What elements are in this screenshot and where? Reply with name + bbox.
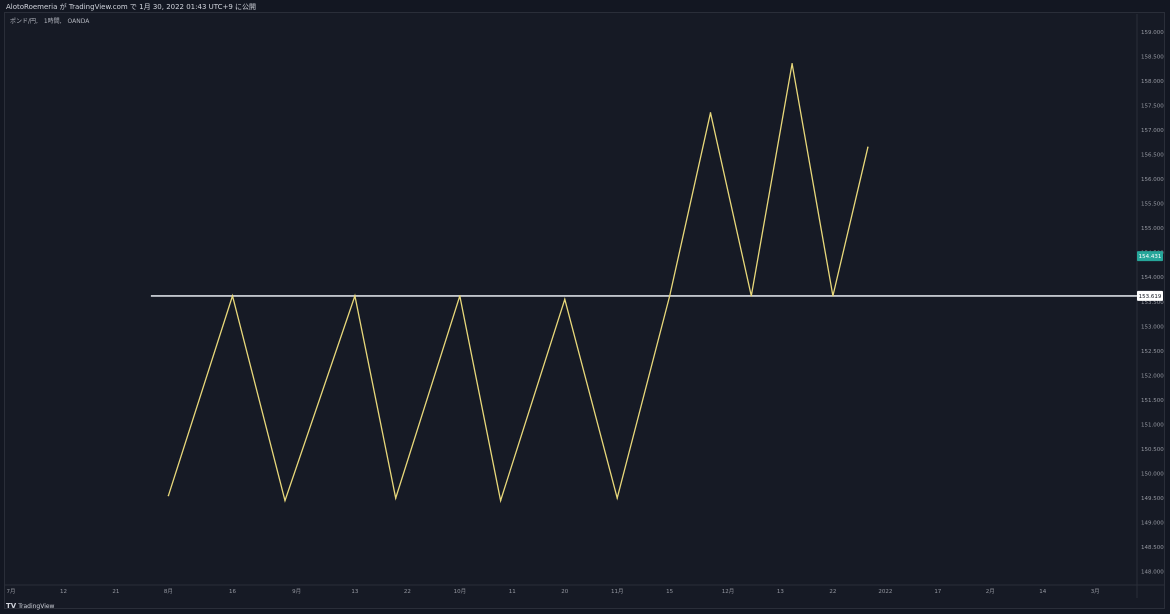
series-point: [832, 295, 834, 297]
price-axis-tick-label: 152.500: [1141, 349, 1164, 355]
publish-header: AlotoRoemeria が TradingView.com で 1月 30,…: [0, 0, 1170, 12]
series-point: [616, 497, 618, 499]
author-name[interactable]: AlotoRoemeria: [6, 3, 58, 11]
series-point: [231, 295, 234, 297]
time-axis-tick-label: 12: [60, 589, 67, 595]
time-axis-tick-label: 7月: [7, 588, 16, 595]
series-point: [564, 298, 566, 301]
tradingview-logo-icon: TV: [6, 602, 17, 610]
price-axis-tick-label: 148.000: [1141, 570, 1164, 576]
price-axis-tick-label: 150.000: [1141, 472, 1164, 478]
time-axis-tick-label: 21: [112, 589, 119, 595]
time-axis-tick-label: 12月: [722, 588, 735, 595]
series-point: [668, 295, 671, 297]
time-axis-tick-label: 14: [1039, 589, 1046, 595]
time-axis-tick-label: 11月: [611, 588, 624, 595]
current-price-badge: [1137, 251, 1163, 262]
series-line[interactable]: [167, 63, 869, 504]
hline-price-label: 153.619: [1139, 294, 1162, 300]
series-point: [709, 112, 712, 114]
time-axis-tick-label: 9月: [292, 588, 301, 595]
price-axis-tick-label: 151.000: [1141, 422, 1164, 428]
hline-price-badge: [1137, 290, 1163, 301]
time-axis-tick-label: 11: [509, 589, 516, 595]
time-axis-tick-label: 22: [404, 589, 411, 595]
tradingview-logo: TV TradingView: [6, 602, 54, 610]
price-axis-tick-label: 156.500: [1141, 153, 1164, 159]
symbol-broker: OANDA: [67, 18, 90, 25]
current-price-label: 154.431: [1139, 254, 1162, 260]
series-point: [791, 63, 793, 65]
series-point: [459, 295, 461, 297]
time-axis-tick-label: 16: [229, 589, 236, 595]
series-point: [395, 497, 397, 499]
price-axis-tick-label: 153.500: [1141, 300, 1164, 306]
price-axis-tick-label: 159.000: [1141, 30, 1164, 36]
price-axis-tick-label: 155.500: [1141, 202, 1164, 208]
tradingview-logo-text: TradingView: [18, 603, 55, 610]
price-axis-tick-label: 152.000: [1141, 373, 1164, 379]
symbol-legend: ポンド/円, 1時間, OANDA: [10, 18, 90, 25]
price-axis-tick-label: 158.000: [1141, 79, 1164, 85]
price-axis-tick-label: 151.500: [1141, 398, 1164, 404]
series-point: [499, 499, 502, 502]
publish-info: が TradingView.com で 1月 30, 2022 01:43 UT…: [59, 3, 257, 11]
time-axis-tick-label: 15: [666, 589, 673, 595]
price-axis-tick-label: 155.000: [1141, 226, 1164, 232]
time-axis-tick-label: 13: [351, 589, 358, 595]
series-point: [750, 295, 752, 297]
time-axis-tick-label: 17: [934, 589, 941, 595]
series-point: [167, 494, 170, 497]
time-axis-tick-label: 3月: [1091, 588, 1100, 595]
chart-panel[interactable]: [4, 12, 1165, 609]
price-axis-tick-label: 154.000: [1141, 275, 1164, 281]
price-axis-tick-label: 156.000: [1141, 177, 1164, 183]
price-axis-tick-label: 149.500: [1141, 496, 1164, 502]
symbol-interval: 1時間: [43, 18, 60, 25]
time-axis-tick-label: 10月: [454, 588, 467, 595]
price-axis-tick-label: 157.500: [1141, 103, 1164, 109]
series-point: [284, 499, 286, 502]
price-axis-tick-label: 153.000: [1141, 324, 1164, 330]
time-axis-tick-label: 8月: [164, 588, 173, 595]
price-axis-tick-label: 158.500: [1141, 54, 1164, 60]
series-point: [354, 295, 356, 297]
series-point: [867, 146, 869, 148]
time-axis-tick-label: 2022: [878, 589, 892, 595]
price-axis-tick-label: 148.500: [1141, 545, 1164, 551]
price-axis-tick-label: 149.000: [1141, 521, 1164, 527]
price-axis-tick-label: 150.500: [1141, 447, 1164, 453]
time-axis-tick-label: 13: [777, 589, 784, 595]
symbol-name: ポンド/円: [10, 18, 37, 25]
price-axis-tick-label: 157.000: [1141, 128, 1164, 134]
time-axis-tick-label: 22: [829, 589, 836, 595]
time-axis-tick-label: 2月: [986, 588, 995, 595]
time-axis-tick-label: 20: [561, 589, 568, 595]
publish-caption: AlotoRoemeria が TradingView.com で 1月 30,…: [6, 2, 256, 12]
